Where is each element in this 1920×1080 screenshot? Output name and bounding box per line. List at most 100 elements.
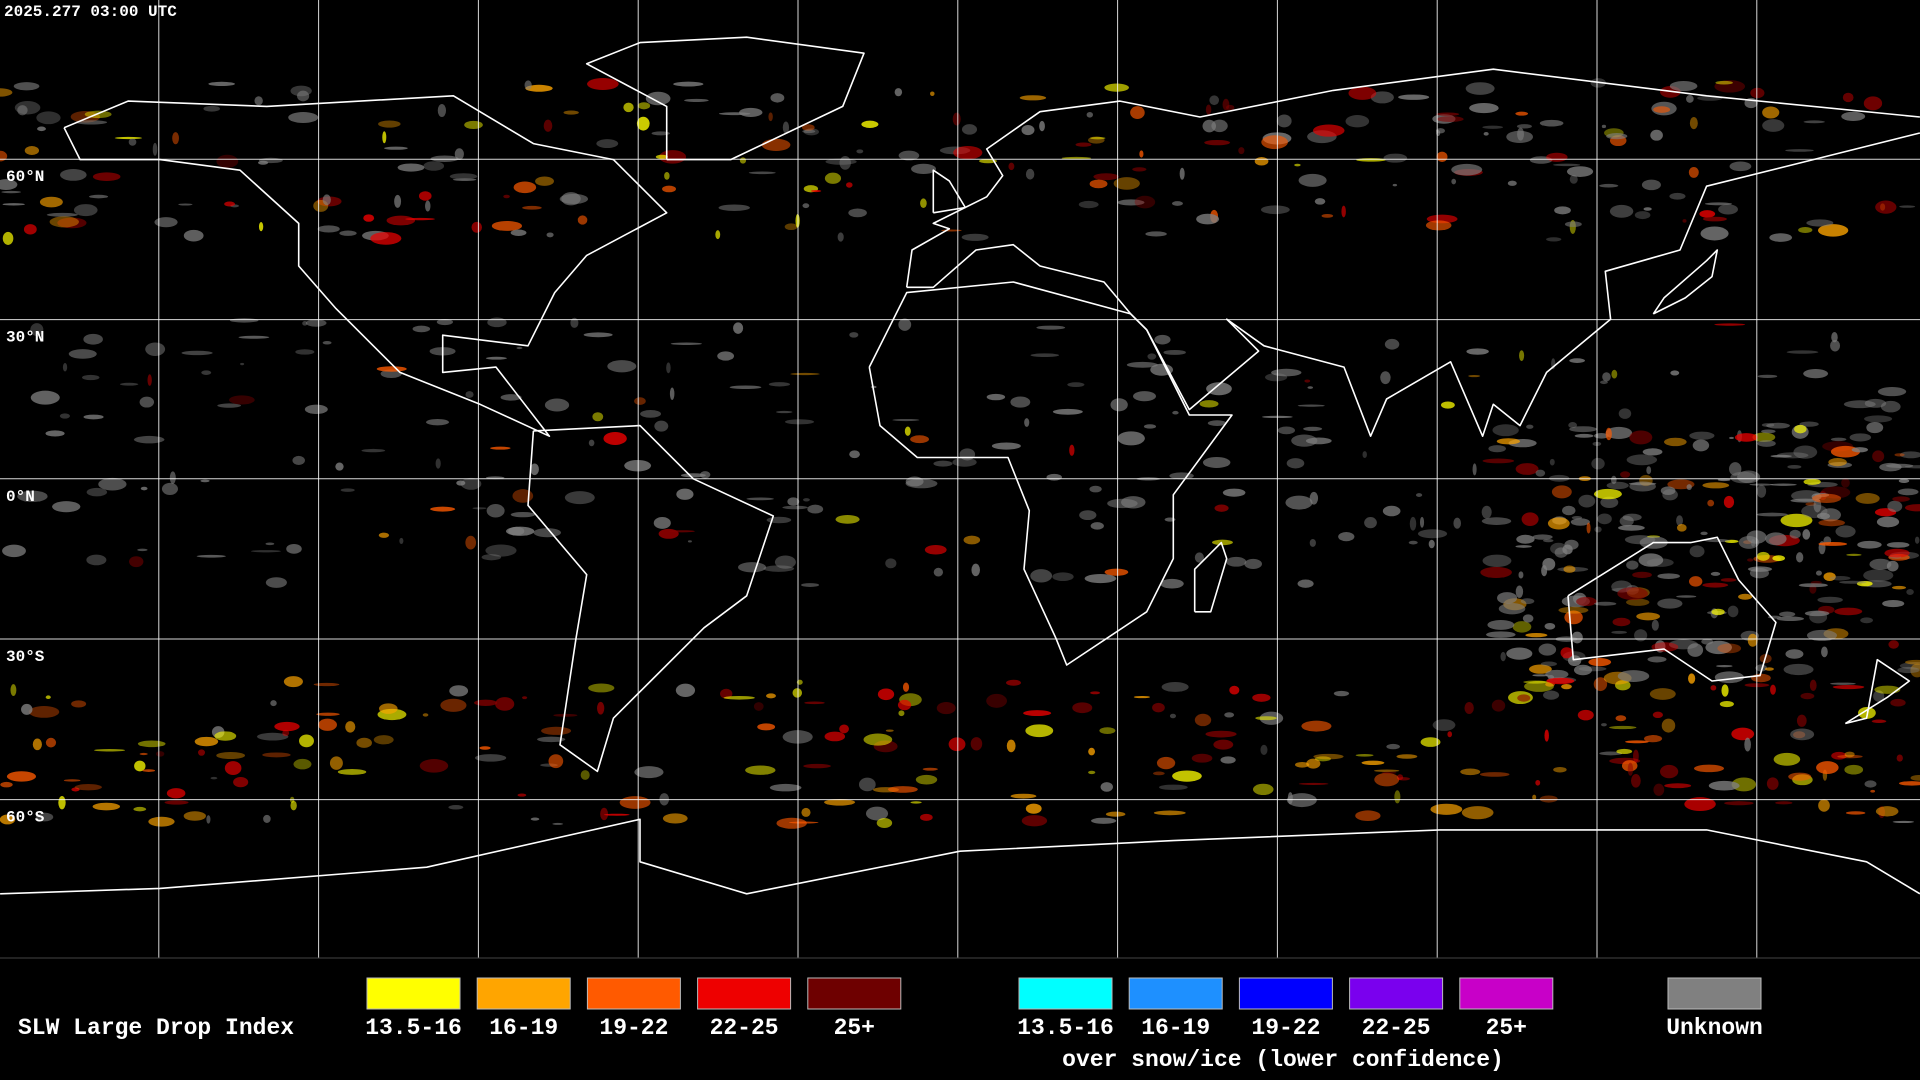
cloud-patch: [1729, 436, 1734, 439]
cloud-patch: [1535, 469, 1546, 477]
cloud-patch: [1578, 494, 1596, 508]
cloud-patch: [1718, 204, 1738, 215]
cloud-imagery: [0, 78, 1920, 829]
cloud-patch: [86, 487, 108, 497]
cloud-patch: [1285, 495, 1313, 510]
cloud-patch: [1461, 806, 1494, 820]
cloud-patch: [1156, 756, 1176, 770]
cloud-patch: [1549, 458, 1555, 466]
cloud-patch: [1719, 700, 1734, 708]
cloud-patch: [961, 233, 989, 241]
cloud-patch: [437, 103, 447, 118]
cloud-patch: [290, 800, 297, 811]
cloud-patch: [322, 194, 331, 206]
cloud-patch: [216, 751, 246, 760]
cloud-patch: [583, 332, 613, 338]
cloud-patch: [1789, 529, 1801, 539]
coastline: [1567, 536, 1777, 682]
cloud-patch: [1573, 664, 1593, 676]
cloud-patch: [905, 476, 924, 487]
cloud-patch: [1226, 556, 1247, 567]
cloud-patch: [250, 550, 281, 553]
cloud-patch: [1626, 454, 1658, 466]
cloud-patch: [1550, 542, 1567, 555]
cloud-patch: [1875, 806, 1899, 817]
cloud-patch: [258, 221, 264, 232]
cloud-patch: [673, 81, 704, 87]
cloud-patch: [1539, 795, 1558, 803]
cloud-patch: [1617, 670, 1650, 683]
cloud-patch: [1516, 534, 1535, 544]
cloud-patch: [17, 105, 28, 116]
cloud-patch: [293, 758, 312, 770]
cloud-patch: [58, 795, 66, 810]
cloud-patch: [1588, 658, 1612, 667]
legend-swatch: [697, 977, 792, 1010]
cloud-patch: [544, 398, 570, 412]
cloud-patch: [23, 224, 37, 235]
cloud-patch: [1025, 724, 1054, 738]
cloud-patch: [1899, 661, 1920, 670]
cloud-patch: [1562, 505, 1576, 516]
cloud-patch: [1625, 740, 1649, 744]
cloud-patch: [1882, 599, 1905, 608]
cloud-patch: [1617, 587, 1648, 601]
cloud-patch: [479, 746, 491, 750]
cloud-patch: [653, 517, 671, 529]
cloud-patch: [1646, 466, 1652, 475]
cloud-patch: [1, 190, 22, 194]
cloud-patch: [1688, 166, 1699, 178]
cloud-patch: [1415, 493, 1423, 497]
cloud-patch: [1769, 233, 1793, 242]
cloud-patch: [1090, 691, 1101, 695]
cloud-patch: [399, 537, 404, 544]
cloud-patch: [513, 181, 537, 194]
cloud-patch: [82, 374, 100, 381]
cloud-patch: [1483, 132, 1489, 136]
cloud-patch: [474, 754, 507, 762]
cloud-patch: [1384, 338, 1400, 350]
cloud-patch: [1356, 158, 1386, 162]
cloud-patch: [718, 204, 750, 211]
cloud-patch: [607, 360, 637, 373]
graticule: [0, 0, 1920, 958]
cloud-patch: [296, 90, 310, 102]
cloud-patch: [302, 321, 308, 326]
cloud-patch: [1521, 512, 1539, 527]
cloud-patch: [1766, 777, 1779, 790]
cloud-patch: [1543, 538, 1554, 543]
cloud-patch: [782, 121, 790, 134]
cloud-patch: [1830, 437, 1847, 442]
cloud-patch: [1708, 780, 1740, 791]
cloud-patch: [1132, 167, 1147, 172]
cloud-patch: [1842, 92, 1854, 103]
legend-label: 19-22: [1251, 1015, 1320, 1041]
cloud-patch: [206, 815, 211, 824]
cloud-patch: [472, 507, 487, 510]
cloud-patch: [412, 325, 431, 333]
cloud-patch: [1731, 727, 1755, 741]
cloud-patch: [292, 455, 305, 465]
cloud-patch: [1714, 80, 1746, 93]
cloud-patch: [1803, 120, 1825, 124]
cloud-patch: [753, 702, 764, 711]
cloud-patch: [45, 737, 57, 748]
cloud-patch: [1500, 651, 1506, 662]
cloud-patch: [1720, 578, 1737, 582]
cloud-patch: [73, 204, 98, 217]
cloud-patch: [1567, 655, 1582, 667]
cloud-patch: [92, 802, 121, 811]
cloud-patch: [1737, 470, 1761, 484]
cloud-patch: [45, 695, 51, 699]
cloud-patch: [382, 131, 387, 144]
cloud-patch: [1765, 532, 1787, 546]
cloud-patch: [119, 382, 139, 386]
cloud-patch: [1669, 80, 1698, 92]
cloud-patch: [1835, 525, 1856, 538]
cloud-patch: [1860, 617, 1873, 624]
cloud-patch: [637, 102, 651, 110]
cloud-patch: [1084, 573, 1117, 584]
cloud-patch: [89, 194, 109, 199]
cloud-patch: [1238, 147, 1245, 155]
